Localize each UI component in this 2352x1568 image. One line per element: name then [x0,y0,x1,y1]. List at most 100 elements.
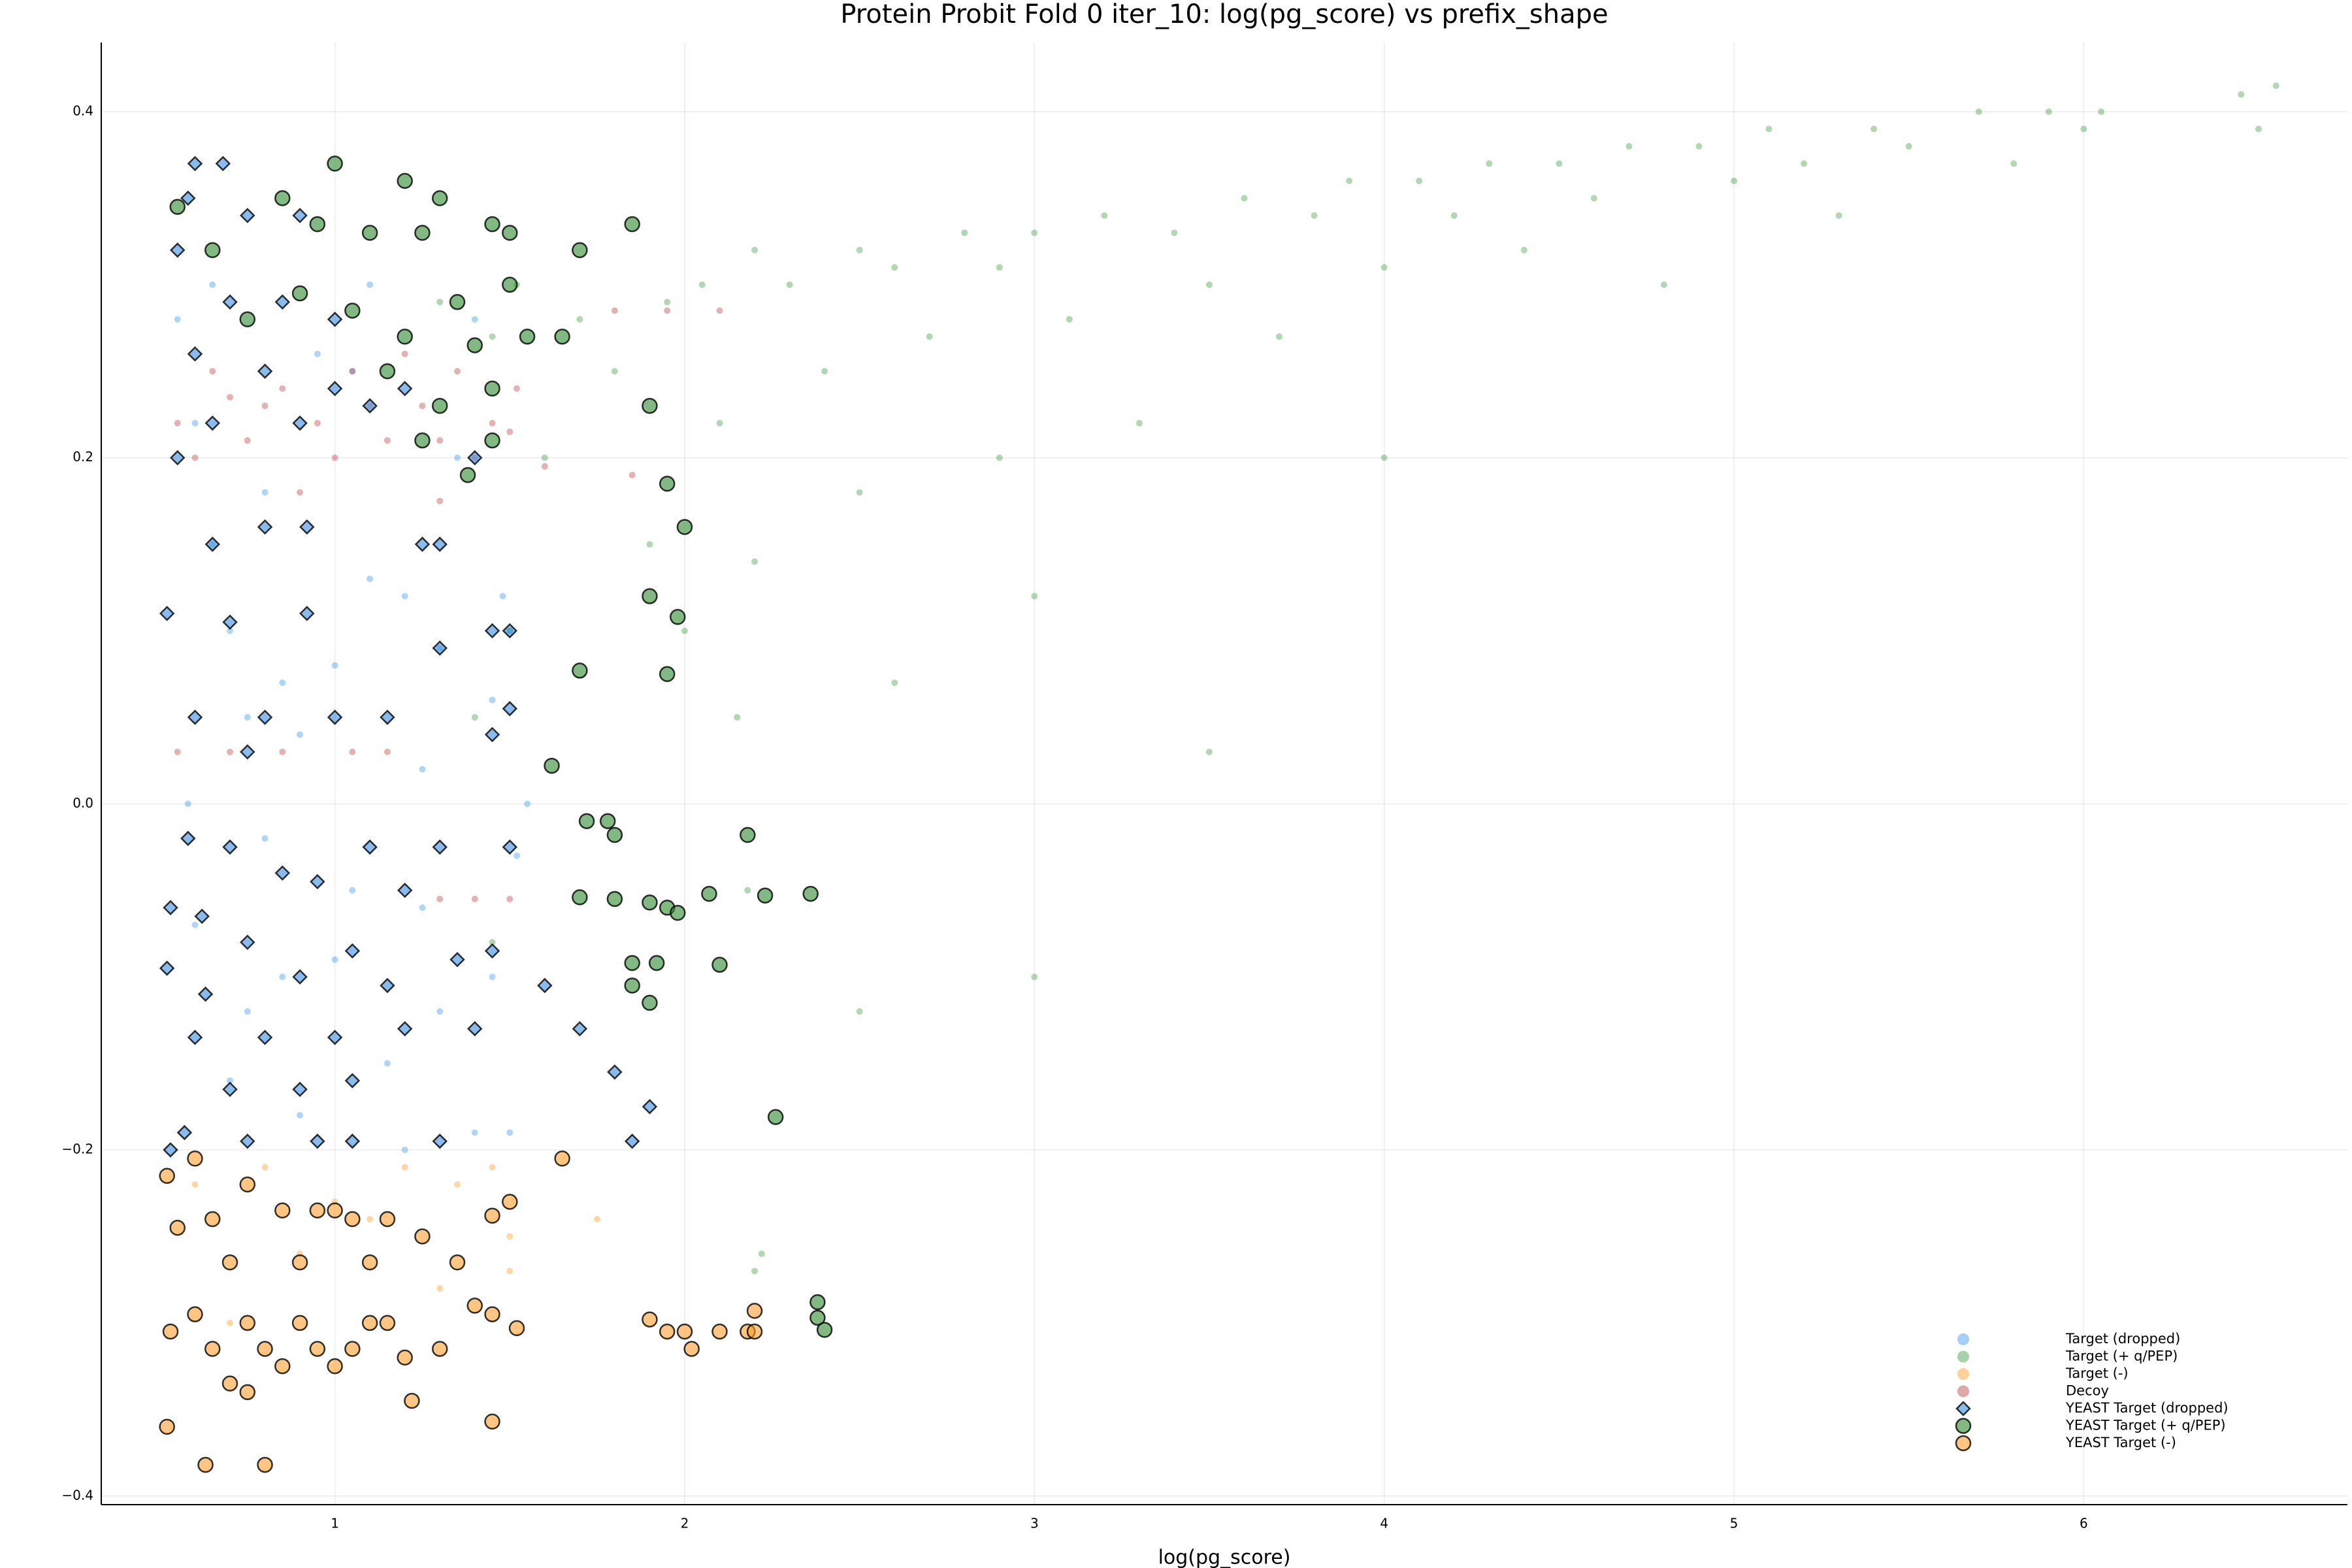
point [436,1284,444,1292]
point [996,264,1003,271]
point [309,1341,326,1357]
point [221,1375,238,1392]
point [414,536,431,552]
point [261,1164,269,1171]
series [169,155,833,1338]
point [1241,195,1248,202]
x-tick-label: 3 [1030,1516,1039,1531]
point [244,437,251,444]
point [554,328,570,345]
legend-label: YEAST Target (+ q/PEP) [2065,1418,2226,1433]
point [291,1315,308,1331]
point [239,311,256,328]
point [624,216,640,233]
point [466,449,483,466]
point [856,246,863,253]
point [331,956,338,963]
point [349,887,356,894]
point [642,1311,658,1328]
legend-marker [1957,1333,1969,1345]
point [757,887,774,904]
point [541,463,548,470]
point [292,1081,308,1098]
point [489,939,496,946]
point [297,1112,304,1119]
point [594,1215,601,1222]
point [664,299,671,306]
point [681,627,688,634]
point [471,713,478,721]
point [1311,212,1318,219]
point [174,748,181,755]
point [624,1134,640,1149]
point [1695,142,1703,150]
point [244,1008,251,1015]
point [401,593,408,600]
point [291,1254,308,1271]
point [508,1320,525,1337]
point [227,393,234,400]
point [484,943,500,959]
point [816,1322,833,1338]
point [513,385,520,392]
point [1450,212,1458,219]
legend-label: YEAST Target (-) [2065,1435,2176,1450]
point [327,1202,343,1219]
point [489,333,496,340]
point [239,1176,256,1193]
point [327,380,343,397]
point [489,1164,496,1171]
point [362,398,378,414]
point [432,1134,448,1149]
point [299,519,315,535]
point [758,1250,765,1257]
point [204,536,221,552]
point [572,242,588,259]
legend-label: Decoy [2066,1383,2109,1399]
point [1416,177,1423,184]
point [257,1341,273,1357]
point [404,1392,420,1409]
point [802,885,819,902]
point [1870,125,1878,133]
point [1975,108,1982,115]
point [1380,454,1388,461]
point [996,454,1003,461]
point [1590,195,1597,202]
point [187,155,203,172]
point [240,744,255,760]
point [453,368,461,375]
point [379,1211,396,1228]
point [414,432,431,449]
point [261,835,269,842]
point [239,1315,256,1331]
point [384,1060,391,1067]
point [2010,160,2017,167]
point [274,1358,291,1375]
y-tick-label: −0.2 [61,1141,93,1157]
point [544,757,560,774]
point [659,666,676,682]
point [169,1219,186,1236]
x-tick-label: 6 [2080,1516,2088,1531]
point [2272,82,2279,90]
point [384,437,391,444]
legend-marker [1955,1401,1971,1416]
point [419,766,426,773]
point [502,1194,518,1210]
point [197,986,214,1002]
point [327,155,343,172]
point [384,748,391,755]
point [222,614,238,630]
point [292,208,308,223]
point [436,437,444,444]
point [274,190,291,206]
point [611,307,618,314]
point [926,333,933,340]
point [309,216,326,233]
point [361,1254,378,1271]
point [453,1181,461,1188]
point [436,1008,444,1015]
point [379,1315,396,1331]
point [187,710,203,725]
